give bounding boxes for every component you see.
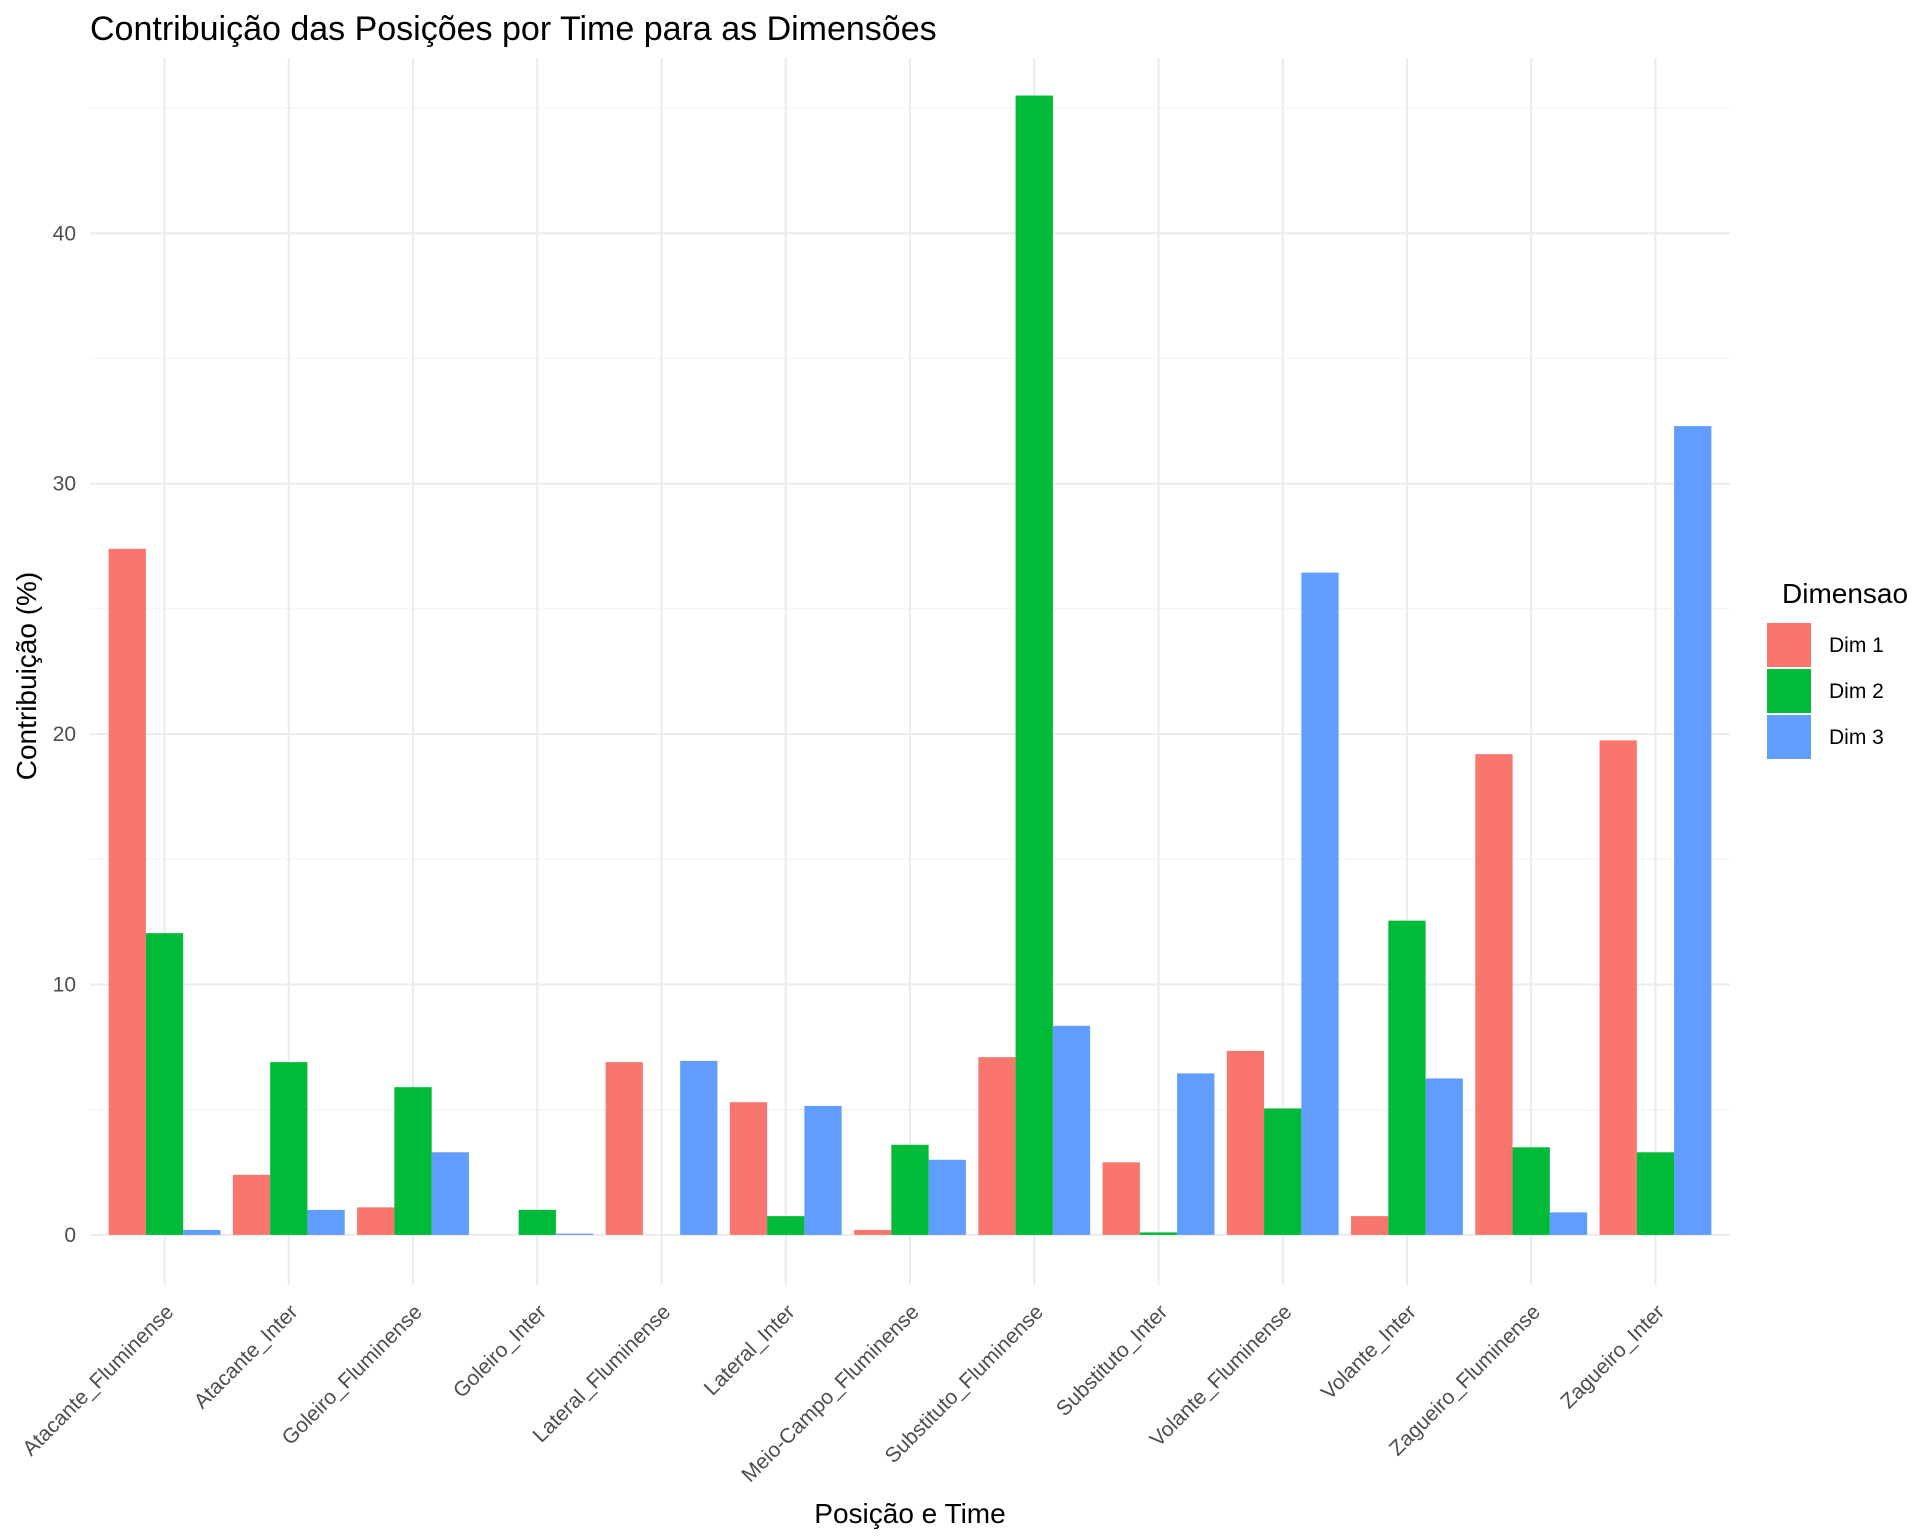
bar — [1636, 1152, 1675, 1235]
x-axis-ticks: Atacante_Fluminense Atacante_InterGoleiro… — [18, 1300, 1669, 1486]
bar — [928, 1159, 966, 1235]
bar — [729, 1102, 768, 1235]
bar — [145, 933, 184, 1235]
bar — [1015, 95, 1053, 1235]
bar — [307, 1209, 345, 1235]
legend-label: Dim 3 — [1829, 726, 1884, 749]
bar — [431, 1152, 469, 1235]
legend-key — [1767, 715, 1811, 759]
bar — [183, 1229, 221, 1235]
bar — [891, 1144, 929, 1235]
y-tick-label: 10 — [53, 974, 76, 997]
y-tick-label: 40 — [53, 222, 76, 245]
y-tick-label: 30 — [53, 473, 76, 496]
legend-title: Dimensao — [1782, 578, 1908, 609]
bar — [1052, 1025, 1091, 1235]
x-tick-label: Atacante_Fluminense — [18, 1300, 178, 1460]
bar — [1388, 920, 1426, 1235]
bar — [1425, 1078, 1463, 1235]
bar — [1512, 1147, 1550, 1235]
x-tick-label: Lateral_Fluminense — [529, 1300, 676, 1447]
bar — [270, 1062, 308, 1235]
bar — [232, 1174, 271, 1235]
bar — [555, 1233, 594, 1235]
bar — [1226, 1050, 1265, 1235]
bar — [767, 1216, 805, 1235]
bar — [108, 548, 146, 1235]
legend-label: Dim 2 — [1829, 680, 1884, 703]
bar — [1599, 740, 1637, 1235]
bar — [1264, 1108, 1302, 1235]
bar — [1139, 1232, 1178, 1235]
y-tick-label: 0 — [64, 1224, 76, 1247]
bar — [357, 1207, 395, 1235]
x-tick-label: Atacante_Inter — [190, 1300, 303, 1413]
legend-label: Dim 1 — [1829, 634, 1884, 657]
bar — [1177, 1073, 1215, 1235]
bar — [1301, 572, 1339, 1235]
bar — [978, 1057, 1016, 1235]
bar — [518, 1209, 556, 1235]
legend-items: Dim 1 Dim 2 Dim 3 — [1767, 623, 1884, 759]
bar — [854, 1229, 892, 1235]
x-tick-label: Lateral_Inter — [700, 1300, 800, 1400]
bar — [804, 1105, 842, 1235]
bar — [1102, 1162, 1140, 1235]
legend-key — [1767, 669, 1811, 713]
legend: Dimensao Dim 1 Dim 2 Dim 3 — [1767, 578, 1908, 759]
bar — [1475, 754, 1513, 1235]
x-tick-label: Zagueiro_Inter — [1556, 1300, 1669, 1413]
x-tick-label: Volante_Inter — [1317, 1300, 1421, 1404]
y-axis-title: Contribuição (%) — [11, 572, 42, 781]
x-axis-title: Posição e Time — [814, 1498, 1005, 1529]
bar — [1351, 1216, 1389, 1235]
x-tick-label: Substituto_Inter — [1052, 1300, 1172, 1420]
bar — [605, 1062, 643, 1235]
bar — [1674, 426, 1712, 1235]
x-tick-label: Goleiro_Fluminense — [278, 1300, 427, 1449]
bars — [108, 95, 1712, 1235]
chart-title: Contribuição das Posições por Time para … — [90, 10, 937, 48]
x-tick-label: Volante_Fluminense — [1146, 1300, 1297, 1451]
y-axis-ticks: 0 10 20 30 40 — [53, 222, 76, 1247]
bar — [680, 1060, 718, 1235]
x-tick-label: Goleiro_Inter — [449, 1300, 551, 1402]
bar — [394, 1087, 432, 1235]
bar — [1549, 1212, 1588, 1235]
legend-key — [1767, 623, 1811, 667]
y-tick-label: 20 — [53, 723, 76, 746]
